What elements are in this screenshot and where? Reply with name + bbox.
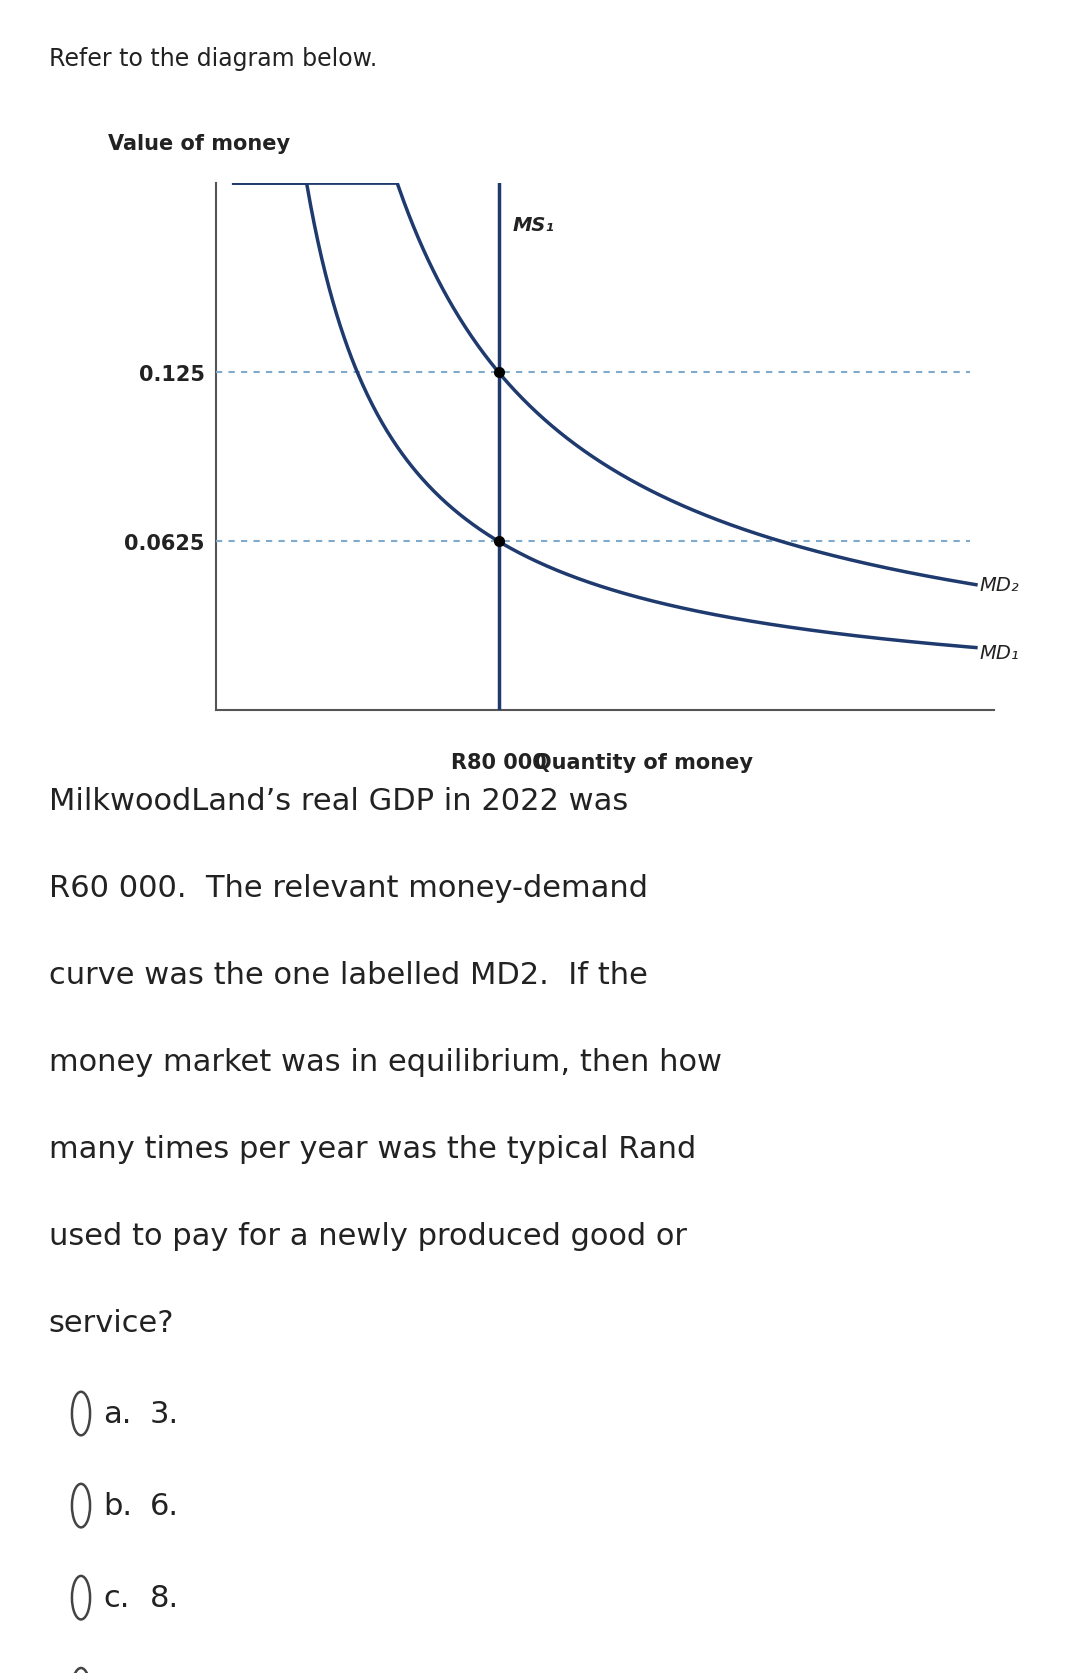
Text: used to pay for a newly produced good or: used to pay for a newly produced good or bbox=[49, 1221, 687, 1250]
Text: MilkwoodLand’s real GDP in 2022 was: MilkwoodLand’s real GDP in 2022 was bbox=[49, 786, 627, 815]
Text: 8.: 8. bbox=[149, 1583, 178, 1613]
Text: R60 000.  The relevant money-demand: R60 000. The relevant money-demand bbox=[49, 873, 648, 902]
Text: MD₂: MD₂ bbox=[980, 576, 1020, 596]
Text: a.: a. bbox=[103, 1399, 132, 1429]
Text: MD₁: MD₁ bbox=[980, 644, 1020, 663]
Text: Value of money: Value of money bbox=[108, 134, 291, 154]
Text: Refer to the diagram below.: Refer to the diagram below. bbox=[49, 47, 377, 70]
Text: service?: service? bbox=[49, 1308, 174, 1337]
Text: c.: c. bbox=[103, 1583, 130, 1613]
Text: R80 000: R80 000 bbox=[450, 753, 546, 773]
Text: MS₁: MS₁ bbox=[513, 216, 555, 234]
Text: Quantity of money: Quantity of money bbox=[535, 753, 753, 773]
Text: 3.: 3. bbox=[149, 1399, 178, 1429]
Text: b.: b. bbox=[103, 1491, 132, 1521]
Text: many times per year was the typical Rand: many times per year was the typical Rand bbox=[49, 1134, 696, 1163]
Text: curve was the one labelled MD2.  If the: curve was the one labelled MD2. If the bbox=[49, 960, 648, 989]
Text: 6.: 6. bbox=[149, 1491, 178, 1521]
Text: money market was in equilibrium, then how: money market was in equilibrium, then ho… bbox=[49, 1047, 721, 1076]
